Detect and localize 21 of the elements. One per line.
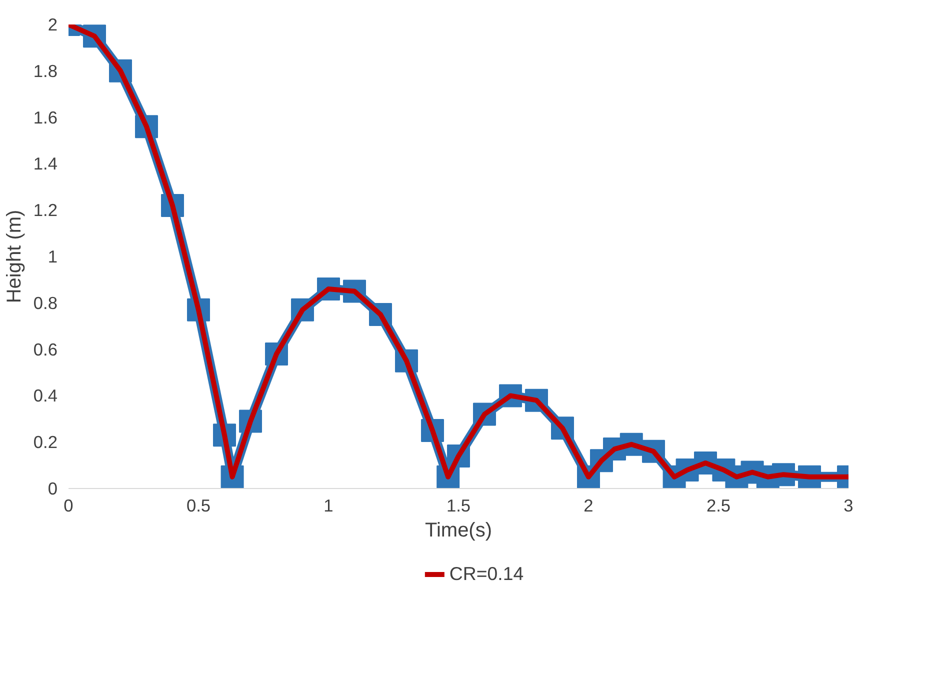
y-axis-title: Height (m) xyxy=(3,210,26,304)
y-tick-label: 0.2 xyxy=(33,432,58,452)
y-tick-label: 0.8 xyxy=(33,292,58,313)
x-tick-label: 0.5 xyxy=(186,496,211,516)
y-tick-label: 1.2 xyxy=(33,200,58,220)
y-tick-label: 1.4 xyxy=(33,154,58,174)
y-tick-label: 2 xyxy=(48,14,58,34)
x-axis-title: Time(s) xyxy=(424,520,492,542)
y-tick-label: 0.4 xyxy=(33,386,58,406)
x-tick-label: 1.5 xyxy=(446,496,471,516)
x-tick-label: 1 xyxy=(324,496,334,516)
y-tick-label: 0 xyxy=(48,478,58,498)
x-tick-label: 3 xyxy=(844,496,854,516)
legend-label: CR=0.14 xyxy=(449,563,524,585)
y-tick-label: 1 xyxy=(48,246,58,266)
x-tick-label: 2 xyxy=(584,496,594,516)
x-tick-label: 0 xyxy=(64,496,74,516)
y-tick-label: 1.8 xyxy=(33,60,58,81)
y-tick-label: 1.6 xyxy=(33,107,58,128)
x-tick-label: 2.5 xyxy=(706,496,731,516)
y-tick-label: 0.6 xyxy=(33,339,58,360)
